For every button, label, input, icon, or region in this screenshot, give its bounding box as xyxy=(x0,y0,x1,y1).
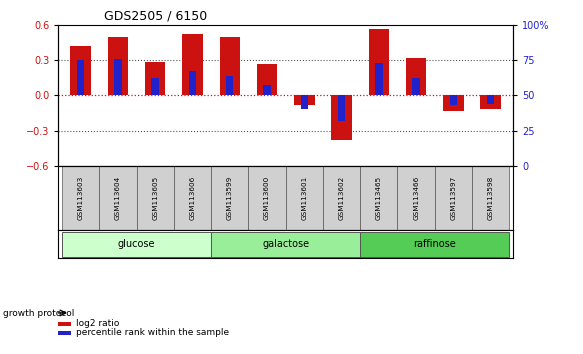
Bar xyxy=(220,36,240,95)
Text: glucose: glucose xyxy=(118,239,155,249)
Text: GSM113603: GSM113603 xyxy=(78,176,84,220)
Bar xyxy=(152,78,159,95)
Bar xyxy=(211,232,360,257)
Text: galactose: galactose xyxy=(262,239,309,249)
Bar xyxy=(412,78,420,95)
Bar xyxy=(99,166,136,230)
Bar xyxy=(360,232,510,257)
Bar xyxy=(323,166,360,230)
Text: GDS2505 / 6150: GDS2505 / 6150 xyxy=(104,9,207,22)
Bar xyxy=(360,166,398,230)
Bar xyxy=(375,63,382,95)
Text: raffinose: raffinose xyxy=(413,239,456,249)
Bar xyxy=(301,95,308,109)
Bar xyxy=(211,166,248,230)
Bar xyxy=(62,166,99,230)
Bar xyxy=(286,166,323,230)
Bar xyxy=(435,166,472,230)
Text: growth protocol: growth protocol xyxy=(3,309,74,318)
Text: GSM113466: GSM113466 xyxy=(413,176,419,220)
Text: GSM113601: GSM113601 xyxy=(301,176,307,220)
Text: GSM113602: GSM113602 xyxy=(339,176,345,220)
Bar xyxy=(406,58,426,95)
Text: GSM113465: GSM113465 xyxy=(376,176,382,220)
Bar xyxy=(145,62,166,95)
Bar xyxy=(487,95,494,104)
Bar xyxy=(189,71,196,95)
Bar xyxy=(331,95,352,140)
Bar xyxy=(368,29,389,95)
Text: GSM113597: GSM113597 xyxy=(451,176,456,220)
Bar xyxy=(294,95,315,105)
Text: GSM113606: GSM113606 xyxy=(189,176,195,220)
Bar xyxy=(264,85,271,95)
Bar xyxy=(136,166,174,230)
Bar xyxy=(449,95,457,105)
Bar xyxy=(480,95,501,109)
Bar xyxy=(398,166,435,230)
Bar xyxy=(226,75,233,95)
Bar xyxy=(174,166,211,230)
Bar xyxy=(62,232,211,257)
Text: percentile rank within the sample: percentile rank within the sample xyxy=(76,328,229,337)
Bar xyxy=(114,59,122,95)
Bar xyxy=(257,64,278,95)
Text: GSM113599: GSM113599 xyxy=(227,176,233,220)
Bar xyxy=(108,36,128,95)
Bar xyxy=(338,95,345,121)
Text: log2 ratio: log2 ratio xyxy=(76,319,119,329)
Bar xyxy=(77,60,85,95)
Bar xyxy=(472,166,510,230)
Text: GSM113604: GSM113604 xyxy=(115,176,121,220)
Bar xyxy=(71,46,91,95)
Bar xyxy=(182,34,203,95)
Text: GSM113605: GSM113605 xyxy=(152,176,158,220)
Bar xyxy=(248,166,286,230)
Text: GSM113600: GSM113600 xyxy=(264,176,270,220)
Bar xyxy=(443,95,463,110)
Text: GSM113598: GSM113598 xyxy=(487,176,494,220)
